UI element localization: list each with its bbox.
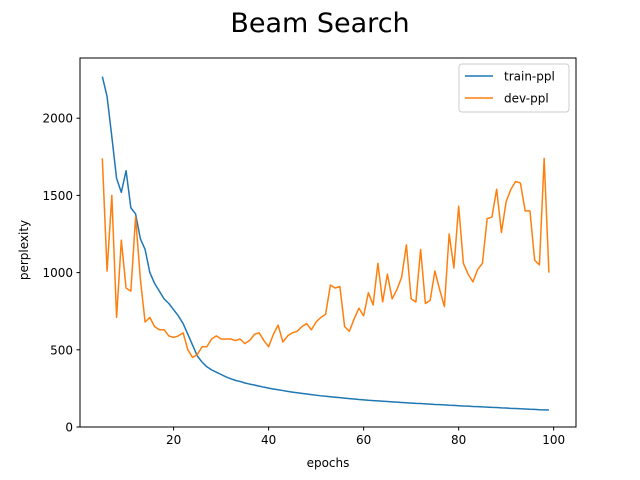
- plot-frame: [79, 57, 577, 428]
- x-axis-label: epochs: [307, 456, 350, 470]
- x-tick-label: 20: [166, 433, 181, 447]
- series-line-dev-ppl: [101, 157, 550, 359]
- x-tick-label: 40: [261, 433, 276, 447]
- y-axis: 0 500 1000 1500 2000: [42, 112, 80, 435]
- x-tick-label: 100: [542, 433, 565, 447]
- y-tick-label: 1500: [42, 189, 73, 203]
- legend-label: dev-ppl: [504, 92, 549, 106]
- y-tick-label: 500: [50, 343, 73, 357]
- x-tick-label: 80: [451, 433, 466, 447]
- legend: train-ppl dev-ppl: [458, 63, 570, 113]
- x-tick-label: 60: [356, 433, 371, 447]
- series-line-train-ppl: [101, 76, 549, 411]
- y-tick-label: 0: [65, 421, 73, 435]
- chart-title: Beam Search: [230, 8, 409, 39]
- y-axis-label: perplexity: [17, 220, 31, 280]
- x-axis: 20 40 60 80 100: [166, 427, 565, 447]
- y-tick-label: 1000: [42, 266, 73, 280]
- y-tick-label: 2000: [42, 112, 73, 126]
- legend-label: train-ppl: [504, 70, 555, 84]
- plot-area: [101, 76, 550, 411]
